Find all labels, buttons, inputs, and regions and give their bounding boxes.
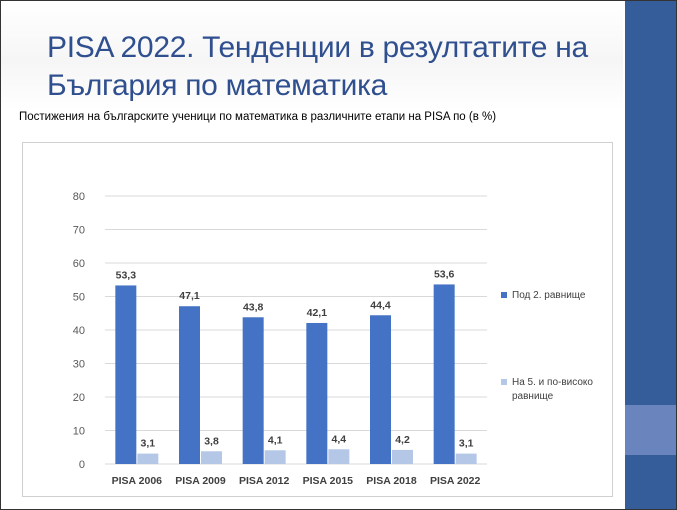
bar-series-1-pisa-2012: [242, 317, 264, 464]
legend-item-series-2: На 5. и по-високо равнище: [501, 376, 608, 404]
chart-frame: 0 10 20 30 40 50 60 70 80 53,3 3,1 47,1 3,8 43,8 4,1 4…: [22, 142, 613, 497]
bar-series-2-pisa-2006: [137, 453, 159, 464]
legend-label-series-1: Под 2. равнище: [512, 290, 586, 301]
data-label: 44,4: [370, 299, 391, 311]
chart-subtitle: Постижения на българските ученици по мат…: [19, 111, 497, 123]
data-label: 3,1: [459, 438, 474, 450]
legend-swatch-series-1: [501, 292, 507, 298]
data-label: 53,6: [434, 268, 455, 280]
bars: [115, 284, 477, 464]
y-tick-label: 40: [73, 325, 85, 337]
data-label: 3,8: [204, 435, 219, 447]
legend-item-series-1: Под 2. равнище: [501, 289, 608, 303]
bar-series-1-pisa-2018: [370, 315, 391, 464]
data-label: 4,4: [332, 433, 347, 445]
bar-series-2-pisa-2015: [328, 449, 350, 464]
bar-series-2-pisa-2018: [392, 449, 413, 464]
data-label: 42,1: [307, 307, 328, 319]
bar-series-2-pisa-2022: [455, 453, 477, 464]
bar-series-1-pisa-2022: [433, 284, 455, 464]
x-tick-label: PISA 2015: [303, 475, 354, 487]
x-tick-label: PISA 2006: [112, 475, 163, 487]
bar-series-1-pisa-2006: [115, 285, 137, 464]
x-tick-label: PISA 2022: [430, 475, 481, 487]
data-label: 43,8: [243, 301, 264, 313]
data-label: 4,1: [268, 434, 283, 446]
y-tick-label: 10: [73, 426, 85, 438]
data-label: 53,3: [116, 269, 137, 281]
bar-series-2-pisa-2009: [201, 451, 222, 464]
data-label: 4,2: [395, 434, 410, 446]
legend-swatch-series-2: [501, 379, 507, 385]
y-tick-label: 50: [73, 292, 85, 304]
header-background: [1, 1, 623, 111]
sidebar-separator: [623, 1, 625, 509]
data-label: 47,1: [179, 290, 200, 302]
bar-series-1-pisa-2015: [306, 322, 328, 464]
legend-label-series-2: На 5. и по-високо равнище: [512, 377, 593, 402]
y-tick-label: 30: [73, 359, 85, 371]
sidebar-accent-block: [625, 405, 676, 455]
grid-lines: [105, 195, 487, 465]
x-axis-ticks: PISA 2006 PISA 2009 PISA 2012 PISA 2015 PISA…: [112, 475, 481, 487]
x-tick-label: PISA 2009: [175, 475, 226, 487]
data-labels: 53,3 3,1 47,1 3,8 43,8 4,1 42,1 4,4 44,4 4,2 53,6 3…: [116, 268, 474, 449]
slide-title: PISA 2022. Тенденции в резултатите на Бъ…: [47, 31, 588, 102]
x-tick-label: PISA 2012: [239, 475, 290, 487]
y-tick-label: 60: [73, 258, 85, 270]
x-tick-label: PISA 2018: [366, 475, 417, 487]
bar-chart: 0 10 20 30 40 50 60 70 80 53,3 3,1 47,1 3,8 43,8 4,1 4…: [73, 191, 487, 487]
bar-series-2-pisa-2012: [264, 450, 286, 464]
y-tick-label: 80: [73, 191, 85, 203]
data-label: 3,1: [141, 438, 156, 450]
y-axis-ticks: 0 10 20 30 40 50 60 70 80: [73, 191, 85, 471]
bar-series-1-pisa-2009: [179, 306, 200, 464]
y-tick-label: 70: [73, 225, 85, 237]
y-tick-label: 20: [73, 392, 85, 404]
y-tick-label: 0: [79, 459, 85, 471]
